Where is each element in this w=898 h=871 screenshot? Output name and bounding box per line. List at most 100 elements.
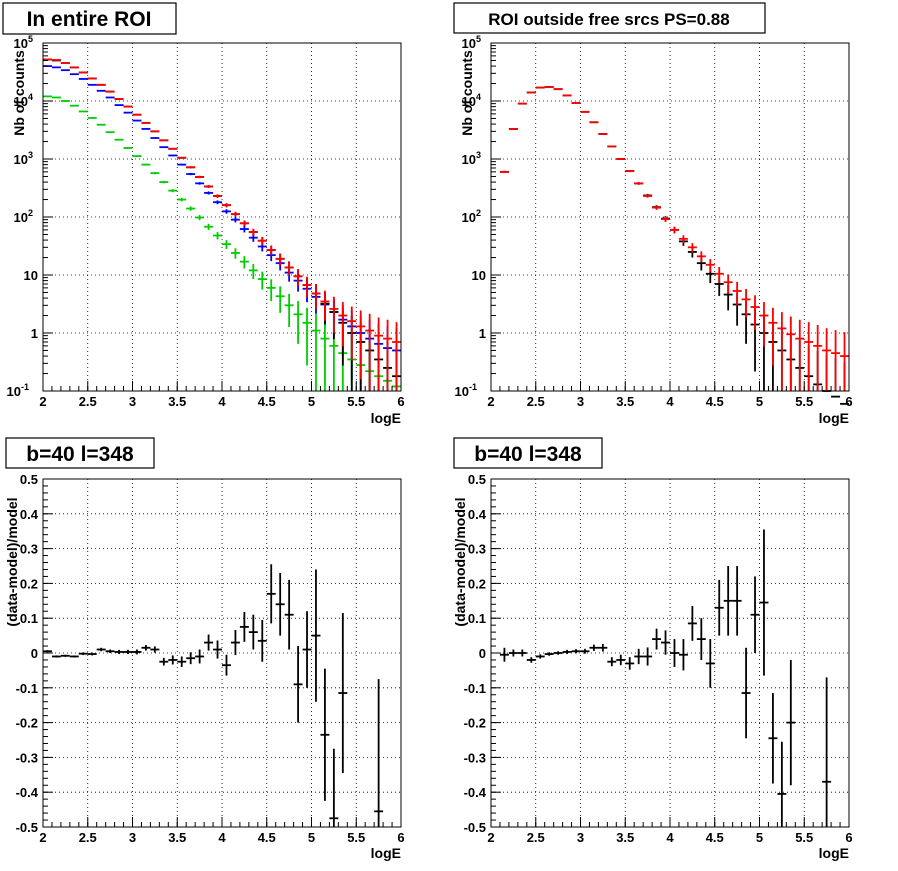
y-tick-label: 0.4 (20, 507, 39, 522)
axis-ticks: 2 2.5 3 3.5 4 4.5 5 5.5 6 -0.5 -0.4 -0.3 -0.2 -0.1 0 0.… (16, 472, 405, 845)
x-tick-label: 4 (218, 394, 226, 409)
plot-area (499, 529, 832, 827)
data-point (714, 579, 724, 636)
data-point (804, 322, 814, 391)
x-tick-label: 4.5 (258, 830, 276, 845)
data-point (275, 572, 285, 636)
data-point (723, 274, 733, 294)
data-point (159, 139, 169, 142)
data-point (257, 271, 267, 290)
data-point (150, 130, 160, 133)
data-point (508, 128, 518, 130)
panel-residuals-right: b=40 l=348 2 2.5 3 3.5 4 4.5 5 5.5 6 -0.5 -0.4 -0.3… (452, 437, 853, 861)
y-tick-label: -0.4 (16, 785, 39, 800)
y-tick-label: -0.5 (16, 820, 38, 835)
data-point (141, 121, 151, 124)
data-point (678, 639, 688, 671)
data-point (347, 306, 357, 361)
x-axis-label: logE (819, 845, 849, 861)
x-tick-label: 3 (129, 394, 136, 409)
x-tick-label: 2 (487, 394, 494, 409)
data-point (168, 189, 178, 193)
data-point (239, 226, 249, 233)
x-tick-label: 4 (666, 830, 674, 845)
data-point (239, 256, 249, 269)
x-axis-label: logE (371, 845, 401, 861)
data-point (338, 302, 348, 347)
x-axis-label: logE (371, 410, 401, 426)
data-point (204, 223, 214, 230)
data-point (786, 316, 796, 391)
data-point (302, 276, 312, 298)
data-point (329, 748, 339, 827)
data-point (661, 630, 670, 655)
y-tick-exponent: 5 (476, 34, 481, 44)
data-point (230, 630, 240, 656)
y-tick-label: 0.5 (468, 472, 486, 487)
x-tick-label: 3.5 (616, 394, 634, 409)
data-point (222, 209, 231, 214)
data-point (293, 646, 303, 723)
data-point (60, 100, 70, 102)
data-point (535, 654, 545, 659)
data-point (643, 194, 653, 198)
data-point (132, 649, 142, 655)
data-point (177, 163, 187, 166)
data-point (374, 317, 384, 391)
data-point (213, 640, 222, 659)
data-point (230, 217, 240, 223)
data-point (302, 611, 312, 688)
data-point (696, 618, 706, 660)
data-point (186, 206, 196, 211)
data-point (544, 652, 554, 656)
data-point (266, 245, 276, 256)
y-tick-label: -0.4 (464, 785, 487, 800)
data-point (123, 649, 133, 655)
panel-title: ROI outside free srcs PS=0.88 (488, 10, 729, 29)
data-point (723, 566, 733, 636)
data-point (213, 200, 222, 205)
data-point (284, 261, 294, 276)
data-point (284, 579, 294, 650)
data-point (177, 656, 187, 667)
data-point (204, 191, 214, 195)
y-tick-exponent: 4 (476, 92, 481, 102)
y-tick-exponent: 4 (28, 92, 33, 102)
y-tick-exponent: -1 (469, 382, 477, 392)
data-point (302, 307, 312, 366)
data-point (634, 648, 644, 665)
data-point (831, 330, 841, 391)
data-point (239, 220, 249, 227)
data-point (132, 155, 142, 158)
data-point (705, 639, 715, 688)
x-tick-label: 2.5 (527, 394, 545, 409)
data-point (293, 269, 303, 287)
data-point (87, 652, 97, 656)
data-point (114, 104, 124, 106)
data-point (78, 110, 88, 113)
data-point (329, 296, 339, 334)
data-point (777, 741, 787, 827)
data-point (517, 102, 527, 105)
y-tick-label: 0.2 (20, 576, 38, 591)
y-tick-label: 1 (479, 326, 486, 341)
data-point (141, 128, 151, 130)
data-point (248, 228, 258, 236)
data-point (768, 693, 778, 784)
data-point (661, 216, 670, 222)
x-tick-label: 2 (39, 830, 46, 845)
y-tick-exponent: 2 (28, 208, 33, 218)
x-tick-label: 5 (756, 830, 763, 845)
y-tick-label: 0.1 (20, 611, 38, 626)
data-point (78, 652, 88, 656)
x-tick-label: 5.5 (347, 394, 365, 409)
data-point (105, 131, 115, 134)
data-point (634, 182, 644, 185)
data-point (284, 293, 294, 328)
data-point (750, 576, 760, 653)
x-tick-label: 2 (39, 394, 46, 409)
data-point (320, 290, 330, 321)
y-tick-label: 10 (472, 268, 486, 283)
data-point (239, 611, 249, 642)
